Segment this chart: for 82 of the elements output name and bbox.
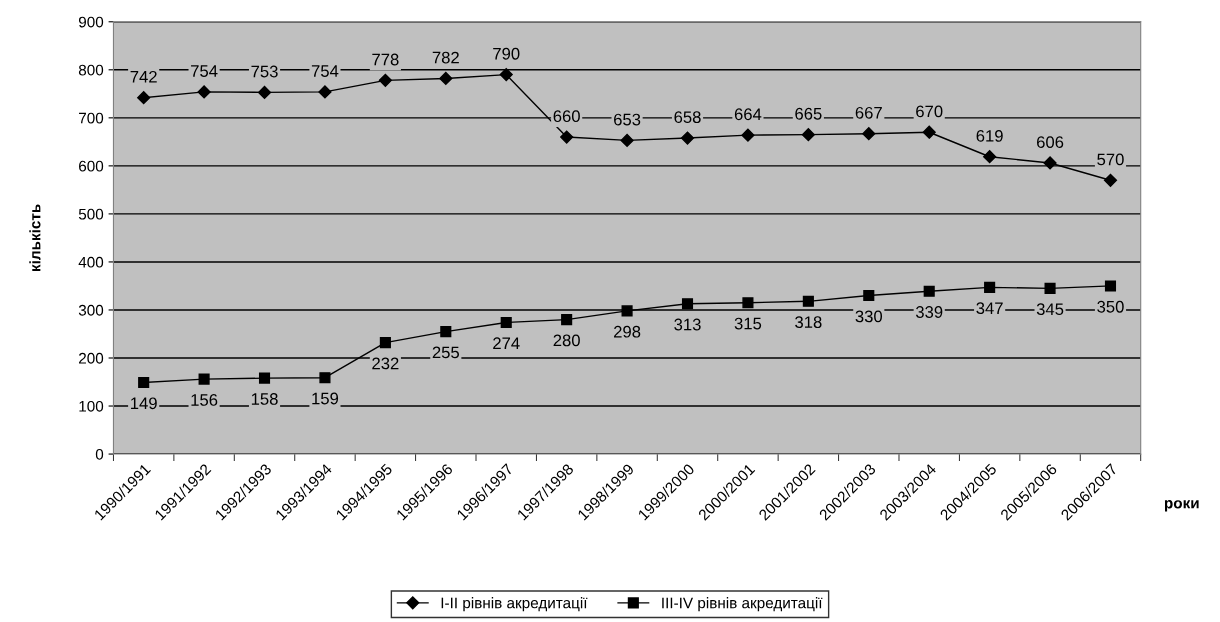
point [257, 85, 272, 99]
point [197, 85, 211, 99]
data-label: 315 [734, 317, 762, 330]
point [862, 127, 876, 141]
data-label: 619 [976, 129, 1003, 142]
y-tick-label: 900 [78, 16, 104, 28]
data-label: 754 [191, 65, 218, 77]
data-label: 330 [855, 310, 883, 323]
data-label: 570 [1097, 153, 1124, 166]
legend-label: I-II рівнів акредитації [441, 597, 588, 612]
data-label: 159 [312, 392, 339, 405]
legend-label: III-IV рівнів акредитації [662, 597, 823, 612]
data-label: 347 [976, 302, 1003, 315]
point [440, 326, 452, 338]
y-axis-title: кількість [29, 204, 41, 271]
y-tick-label: 800 [78, 64, 104, 76]
data-label: 339 [915, 306, 943, 318]
data-label: 790 [493, 47, 520, 60]
point [621, 305, 633, 317]
point [1044, 282, 1056, 294]
y-tick-label: 700 [79, 112, 104, 124]
point [1103, 173, 1118, 187]
point [319, 372, 331, 384]
point [923, 285, 935, 297]
point [863, 289, 875, 302]
data-label: 670 [916, 105, 943, 118]
data-label: 753 [251, 65, 278, 78]
data-label: 664 [734, 108, 762, 121]
data-label: 298 [614, 325, 641, 338]
data-label: 232 [372, 357, 399, 370]
point [620, 133, 634, 147]
data-label: 606 [1037, 136, 1064, 149]
data-label: 665 [795, 107, 822, 120]
data-label: 782 [432, 51, 459, 64]
point [1104, 280, 1117, 292]
point [742, 297, 754, 309]
point [137, 91, 151, 105]
data-label: 653 [614, 113, 641, 126]
point [439, 71, 453, 86]
point [741, 128, 755, 142]
point [802, 295, 814, 307]
data-label: 754 [311, 65, 339, 77]
data-label: 660 [553, 110, 580, 123]
point [318, 85, 332, 99]
data-label: 318 [795, 316, 822, 329]
data-label: 158 [251, 393, 278, 405]
data-label: 255 [432, 346, 460, 359]
point [922, 125, 936, 139]
data-label: 149 [131, 397, 157, 410]
point [499, 68, 513, 82]
point [258, 372, 271, 384]
data-label: 742 [130, 70, 157, 83]
y-tick-label: 500 [78, 208, 104, 220]
point [500, 316, 512, 329]
point [681, 298, 694, 310]
y-tick-label: 400 [78, 256, 104, 268]
point [984, 281, 996, 293]
data-label: 658 [674, 111, 701, 124]
data-label: 274 [493, 337, 520, 349]
point [983, 150, 997, 164]
data-label: 345 [1036, 303, 1064, 316]
point [1043, 156, 1057, 170]
point [680, 131, 695, 145]
data-label: 313 [674, 318, 701, 331]
y-tick-label: 0 [95, 448, 104, 460]
y-tick-label: 100 [79, 400, 104, 412]
point [138, 376, 150, 389]
point [801, 128, 815, 142]
point [378, 73, 392, 87]
data-label: 778 [372, 53, 399, 66]
y-tick-label: 600 [79, 160, 104, 172]
data-label: 667 [855, 106, 882, 119]
point [561, 314, 573, 326]
x-axis-title: роки [1164, 500, 1199, 512]
y-tick-label: 300 [78, 304, 104, 316]
point [198, 373, 210, 385]
y-tick-label: 200 [79, 352, 104, 364]
point [560, 130, 574, 144]
point [379, 337, 391, 349]
data-label: 350 [1097, 300, 1124, 313]
data-label: 280 [553, 334, 580, 347]
data-label: 156 [191, 394, 218, 406]
